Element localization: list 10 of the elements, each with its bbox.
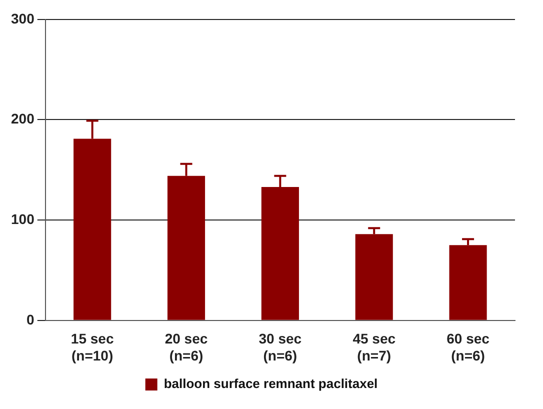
x-tick-label: 30 sec (n=6) — [258, 330, 302, 364]
x-tick-label: 60 sec (n=6) — [446, 330, 490, 364]
x-tick-label: 15 sec (n=10) — [70, 330, 114, 364]
y-tick-label: 0 — [26, 311, 35, 328]
y-tick-label: 100 — [11, 210, 35, 227]
y-tick-label: 200 — [11, 110, 35, 127]
x-tick-label: 20 sec (n=6) — [164, 330, 208, 364]
legend-label: balloon surface remnant paclitaxel — [164, 376, 378, 392]
y-tick-label: 300 — [11, 10, 35, 26]
x-tick-label: 45 sec (n=7) — [352, 330, 396, 364]
